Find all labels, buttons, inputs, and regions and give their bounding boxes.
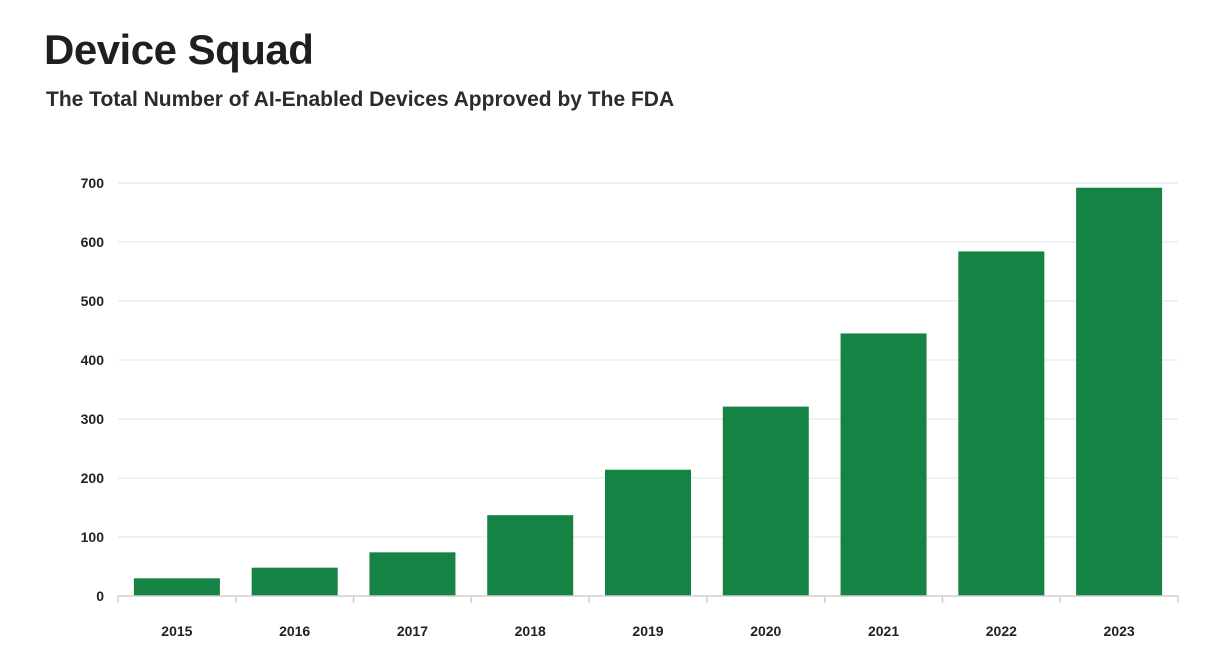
x-tick-label: 2023 [1104, 623, 1135, 639]
y-tick-label: 500 [81, 293, 105, 309]
x-tick-label: 2017 [397, 623, 428, 639]
bar-2021 [840, 333, 927, 596]
bar-2022 [958, 251, 1045, 596]
y-tick-label: 700 [81, 175, 105, 191]
bar-2018 [487, 515, 574, 596]
x-tick-label: 2018 [515, 623, 546, 639]
y-tick-label: 200 [81, 470, 105, 486]
x-tick-label: 2020 [750, 623, 781, 639]
bar-2016 [251, 567, 338, 596]
y-tick-label: 300 [81, 411, 105, 427]
x-tick-label: 2021 [868, 623, 899, 639]
x-tick-label: 2019 [632, 623, 663, 639]
y-tick-label: 600 [81, 234, 105, 250]
x-axis-tick-labels: 2015 2016 2017 2018 2019 2020 2021 2022 2023 [161, 623, 1135, 639]
y-tick-label: 0 [96, 588, 104, 604]
y-tick-label: 100 [81, 529, 105, 545]
bar-2019 [605, 469, 691, 596]
chart-subtitle: The Total Number of AI-Enabled Devices A… [46, 88, 675, 111]
chart-title: Device Squad [44, 26, 314, 73]
y-axis-tick-labels: 0 100 200 300 400 500 600 700 [81, 175, 105, 604]
x-tick-label: 2016 [279, 623, 310, 639]
x-tick-label: 2022 [986, 623, 1017, 639]
bars [133, 187, 1163, 596]
bar-2023 [1076, 187, 1163, 596]
y-tick-label: 400 [81, 352, 105, 368]
x-tick-label: 2015 [161, 623, 192, 639]
bar-2020 [722, 406, 809, 596]
x-axis [117, 595, 1179, 603]
bar-2017 [369, 552, 456, 596]
bar-2015 [133, 578, 220, 596]
